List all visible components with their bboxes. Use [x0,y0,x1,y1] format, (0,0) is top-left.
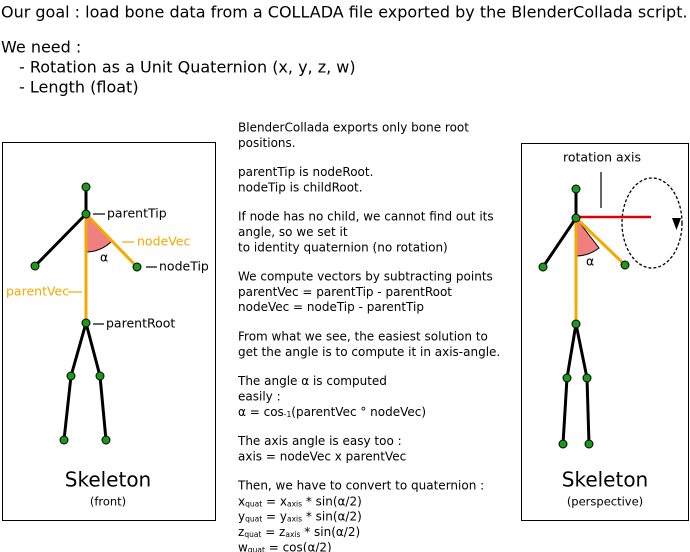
note-line: axis = nodeVec x parentVec [238,449,406,463]
label: α [586,254,594,269]
notes: BlenderCollada exports only bone rootpos… [237,121,500,552]
note-line: nodeVec = nodeTip - parentTip [238,300,424,314]
subscript: quat [245,515,262,524]
formula-part: z [238,525,244,539]
label: nodeVec [137,234,190,249]
note-line: nodeTip is childRoot. [238,180,363,194]
note-line: angle, so we set it [238,225,348,239]
note-formula: wquat = cos(α/2) [238,540,332,552]
note-line: BlenderCollada exports only bone root [238,121,469,135]
label: nodeTip [159,259,209,274]
subscript: axis [287,515,302,524]
formula-part: α = cos [238,405,284,419]
note-line: From what we see, the easiest solution t… [238,330,488,344]
formula-part: w [238,540,248,552]
subscript: axis [285,530,300,539]
need: We need : [1,38,81,57]
note-line: If node has no child, we cannot find out… [238,210,494,224]
note-line: parentTip is nodeRoot. [238,165,373,179]
note-line: positions. [238,136,296,150]
note-line: parentVec = parentTip - parentRoot [238,285,452,299]
skeleton-front [30,182,157,445]
panel [521,143,689,521]
formula-part: = z [261,525,285,539]
panel-title: Skeleton [65,468,151,492]
panel-subtitle: (front) [90,495,126,509]
formula-part: (parentVec ° nodeVec) [291,405,426,419]
panel-title: Skeleton [562,468,648,492]
note-line: The axis angle is easy too : [237,434,402,448]
label: parentTip [107,206,167,221]
subscript: quat [248,545,265,552]
need-item: - Rotation as a Unit Quaternion (x, y, z… [19,58,356,77]
label: rotation axis [563,150,641,165]
note-formula: α = cos-1(parentVec ° nodeVec) [238,405,426,420]
need-item: - Length (float) [19,78,139,97]
note-formula: zquat = zaxis * sin(α/2) [238,525,360,540]
formula-part: = cos(α/2) [265,540,332,552]
formula-part: * sin(α/2) [300,525,360,539]
label: α [100,250,108,265]
subscript: -1 [284,410,292,419]
note-line: to identity quaternion (no rotation) [238,240,448,254]
note-formula: yquat = yaxis * sin(α/2) [238,509,362,524]
note-line: The angle α is computed [237,374,387,388]
label: parentRoot [106,316,175,331]
formula-part: = x [262,494,287,508]
formula-part: x [238,494,245,508]
note-line: easily : [238,389,281,403]
goal: Our goal : load bone data from a COLLADA… [1,3,688,22]
formula-part: * sin(α/2) [302,509,362,523]
formula-part: * sin(α/2) [302,494,362,508]
formula-part: = y [262,509,287,523]
subscript: quat [245,499,262,508]
subscript: axis [287,499,302,508]
note-line: get the angle is to compute it in axis-a… [238,345,500,359]
panel [2,142,216,521]
label: parentVec [6,284,69,299]
formula-part: y [238,509,245,523]
note-line: Then, we have to convert to quaternion : [237,479,484,493]
subscript: quat [244,530,261,539]
panel-subtitle: (perspective) [567,495,643,509]
note-formula: xquat = xaxis * sin(α/2) [238,494,362,509]
note-line: We compute vectors by subtracting points [238,270,493,284]
skeleton-perspective [538,172,683,449]
